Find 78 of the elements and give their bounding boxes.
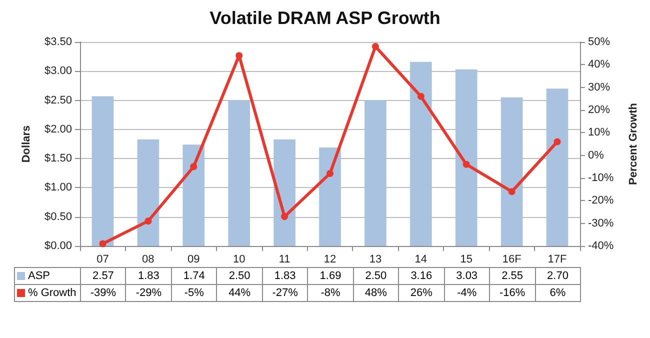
bar <box>137 139 160 246</box>
data-label: -8% <box>308 284 354 302</box>
bar <box>274 139 296 246</box>
y-tick-label: $2.00 <box>44 123 72 136</box>
x-tick-label: 09 <box>188 254 200 266</box>
bar <box>228 100 250 246</box>
data-label: 2.57 <box>80 268 126 284</box>
y2-tick-label: -20% <box>588 194 614 207</box>
y-tick-label: $1.00 <box>44 182 72 194</box>
point <box>462 160 470 168</box>
bar <box>455 69 478 246</box>
data-label: 2.50 <box>353 268 399 284</box>
data-label: 1.74 <box>171 268 217 284</box>
x-tick-label: 11 <box>278 254 290 266</box>
data-label: 26% <box>398 284 444 302</box>
x-tick-label: 10 <box>232 254 246 266</box>
data-label: 1.69 <box>308 268 354 284</box>
point <box>144 218 152 225</box>
x-tick-label: 17F <box>548 254 568 266</box>
y2-tick-label: 30% <box>588 81 610 94</box>
x-tick-label: 12 <box>324 254 336 266</box>
y2-tick-label: -40% <box>588 240 614 252</box>
data-label: -16% <box>490 284 536 302</box>
point <box>372 43 379 50</box>
y2-tick-label: 0% <box>588 149 604 162</box>
data-label: 1.83 <box>262 268 308 284</box>
x-tick-label: 14 <box>414 254 428 266</box>
bar <box>364 100 386 246</box>
data-label: -4% <box>444 284 490 302</box>
legend-label: % Growth <box>14 284 80 302</box>
y2-tick-label: 20% <box>588 104 610 116</box>
chart-title: Volatile DRAM ASP Growth <box>210 8 440 28</box>
data-label: -27% <box>262 284 308 302</box>
point <box>417 92 424 100</box>
y2-axis-title: Percent Growth <box>628 102 640 185</box>
y-tick-label: $0.00 <box>44 240 72 252</box>
point <box>281 213 288 220</box>
y2-tick-label: 40% <box>588 58 610 71</box>
x-tick-label: 13 <box>369 254 382 266</box>
y-tick-label: $3.50 <box>44 36 72 48</box>
y-tick-label: $0.50 <box>44 210 72 223</box>
bar <box>182 144 205 246</box>
data-label: -5% <box>171 284 217 302</box>
x-tick-label: 16F <box>502 254 522 266</box>
data-label: 1.83 <box>126 268 172 284</box>
bar <box>546 88 568 246</box>
y-tick-label: $2.50 <box>44 94 72 106</box>
y-tick-label: $1.50 <box>44 152 72 165</box>
data-label: 44% <box>216 284 262 302</box>
x-tick-label: 15 <box>460 254 472 266</box>
data-label: 6% <box>535 284 580 302</box>
y2-tick-label: -30% <box>588 217 614 230</box>
data-label: 2.55 <box>490 268 536 284</box>
bar <box>319 147 341 246</box>
legend-label: ASP <box>14 268 80 284</box>
x-tick-label: 07 <box>96 254 109 266</box>
x-tick-label: 08 <box>142 254 154 266</box>
data-label: 48% <box>353 284 399 302</box>
y-tick-label: $3.00 <box>44 65 72 78</box>
y-axis-title: Dollars <box>20 125 32 163</box>
point <box>190 163 198 170</box>
point <box>99 240 106 248</box>
y2-tick-label: 10% <box>588 126 610 139</box>
point <box>554 138 561 146</box>
bar <box>92 96 114 246</box>
data-label: 2.50 <box>216 268 262 284</box>
point <box>236 52 243 60</box>
y2-tick-label: 50% <box>588 36 610 48</box>
data-label: -39% <box>80 284 126 302</box>
bar <box>500 97 523 246</box>
data-label: 2.70 <box>535 268 580 284</box>
y2-tick-label: -10% <box>588 172 614 184</box>
data-label: 3.16 <box>398 268 444 284</box>
point <box>326 170 334 177</box>
point <box>508 188 516 196</box>
data-label: 3.03 <box>444 268 490 284</box>
bar <box>410 62 432 246</box>
data-label: -29% <box>126 284 172 302</box>
